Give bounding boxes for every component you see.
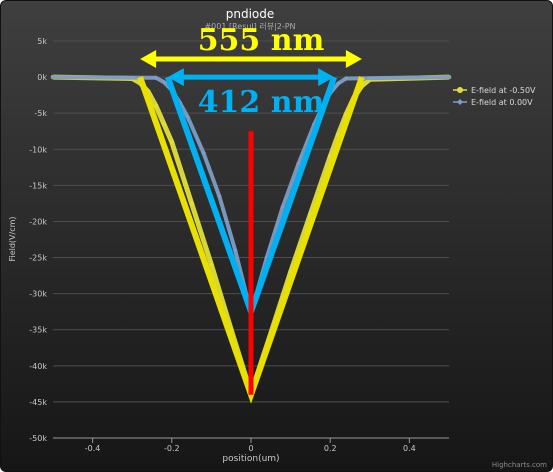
x-tick-label: 0.4 [403, 444, 416, 453]
series-1-point [296, 161, 302, 167]
legend-marker-0 [457, 87, 463, 93]
series-1-point [185, 114, 191, 120]
series-1-point [446, 74, 452, 80]
y-tick-label: -20k [29, 217, 47, 226]
y-tick-label: -15k [29, 181, 47, 190]
series-0-point [153, 103, 159, 109]
legend-marker-1 [457, 99, 463, 105]
overlay-layer: 555 nm 412 nm [137, 23, 365, 404]
x-tick-label: 0 [248, 444, 253, 453]
chart-subtitle: #001 [Resul] 러뷰|2-PN [204, 22, 295, 31]
chart-title: pndiode [226, 7, 275, 21]
credits: Highcharts.com [492, 461, 547, 469]
annotation-arrow-0 [140, 50, 362, 69]
series-1-point [153, 75, 159, 81]
y-tick-label: -25k [29, 254, 47, 263]
series-1-point [335, 81, 341, 87]
series-0-point [189, 201, 194, 206]
y-tick-label: 5k [37, 37, 47, 46]
arrow-head-left [167, 68, 184, 87]
series-0-point [209, 262, 214, 267]
series-0-point [161, 121, 167, 127]
series-1-point [161, 79, 167, 85]
annotation-arrow-1 [167, 68, 335, 87]
y-axis: 5k 0k -5k -10k -15k -20k -25k -30k -35k -40k -45k -… [29, 37, 47, 443]
annotation-text-1: 412 nm [198, 85, 325, 120]
series-1-point [232, 247, 238, 253]
arrow-head-right [345, 50, 362, 69]
series-1-point [216, 193, 222, 199]
series-1-point [343, 76, 349, 82]
y-tick-label: -50k [29, 434, 47, 443]
x-tick-label: -0.2 [164, 444, 180, 453]
x-axis: -0.4 -0.2 0 0.2 0.4 [53, 437, 449, 453]
y-tick-label: -30k [29, 290, 47, 299]
series-0-point [169, 139, 174, 145]
arrow-head-left [140, 50, 157, 69]
series-1-point [50, 74, 56, 80]
x-tick-label: 0.2 [324, 444, 337, 453]
legend-item-0[interactable]: E-field at -0.50V [453, 86, 536, 95]
y-tick-label: -10k [29, 145, 47, 154]
series-1-point [280, 204, 286, 210]
legend-label-0: E-field at -0.50V [471, 86, 536, 95]
y-tick-label: -40k [29, 362, 47, 371]
y-tick-label: 0k [37, 73, 47, 82]
legend-label-1: E-field at 0.00V [471, 98, 533, 107]
legend: E-field at -0.50V E-field at 0.00V [453, 86, 536, 107]
y-tick-label: -35k [29, 326, 47, 335]
legend-item-1[interactable]: E-field at 0.00V [453, 98, 533, 107]
series-1-point [200, 150, 206, 156]
y-tick-label: -45k [29, 398, 47, 407]
x-tick-label: -0.4 [85, 444, 101, 453]
annotation-text-0: 555 nm [198, 23, 325, 58]
x-axis-label: position(um) [222, 454, 279, 464]
y-tick-label: -5k [34, 109, 47, 118]
y-axis-label: Field(V/cm) [8, 216, 17, 261]
arrow-head-right [318, 68, 335, 87]
